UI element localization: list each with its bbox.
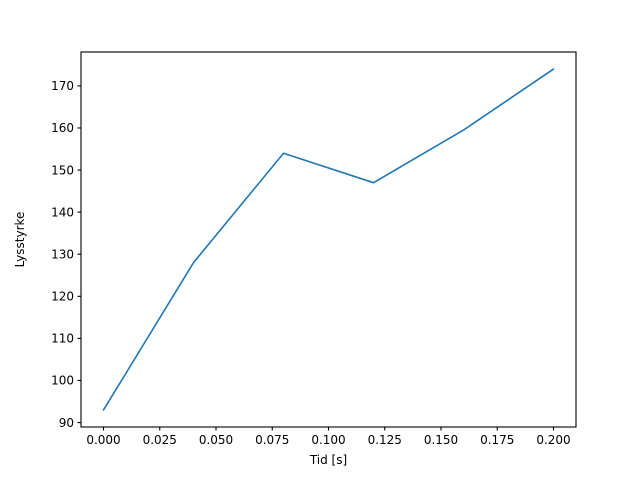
y-tick-label: 120	[51, 290, 74, 304]
y-tick-label: 90	[59, 416, 74, 430]
y-axis-label: Lysstyrke	[13, 212, 27, 268]
y-tick-label: 110	[51, 332, 74, 346]
y-axis-ticks: 90 100 110 120 130 140 150 160 170	[51, 79, 81, 430]
y-tick-label: 160	[51, 121, 74, 135]
y-tick-label: 170	[51, 79, 74, 93]
data-series-line	[102, 68, 555, 411]
x-tick-label: 0.000	[86, 433, 120, 447]
x-tick-label: 0.075	[255, 433, 289, 447]
x-tick-label: 0.150	[424, 433, 458, 447]
y-tick-label: 150	[51, 163, 74, 177]
x-tick-label: 0.125	[368, 433, 402, 447]
axes-spines	[80, 51, 577, 428]
x-axis-ticks: 0.000 0.025 0.050 0.075 0.100 0.125 0.150 0.175…	[86, 427, 571, 447]
x-axis-label: Tid [s]	[309, 453, 347, 467]
x-tick-label: 0.050	[199, 433, 233, 447]
y-tick-label: 140	[51, 205, 74, 219]
y-tick-label: 100	[51, 374, 74, 388]
x-tick-label: 0.175	[480, 433, 514, 447]
axes-background	[81, 52, 576, 427]
x-tick-label: 0.025	[143, 433, 177, 447]
x-tick-label: 0.100	[311, 433, 345, 447]
y-tick-label: 130	[51, 247, 74, 261]
x-tick-label: 0.200	[536, 433, 570, 447]
